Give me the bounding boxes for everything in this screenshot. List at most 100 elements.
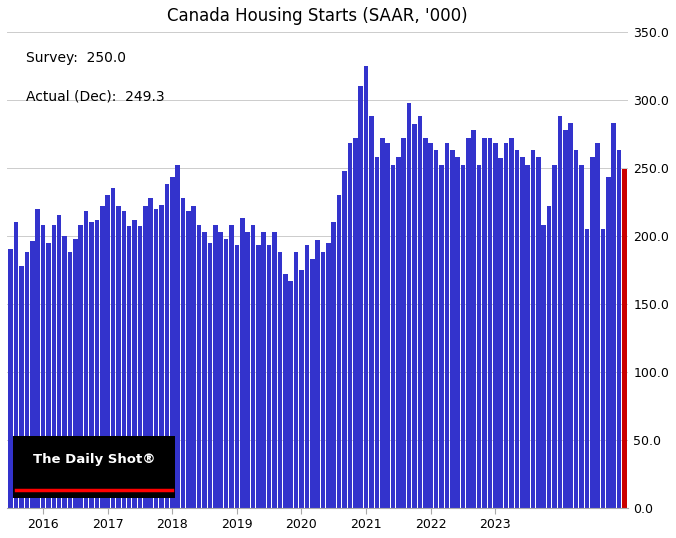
Bar [100, 206, 105, 508]
Bar [601, 229, 605, 508]
Bar [477, 165, 481, 508]
Bar [369, 116, 374, 508]
Bar [180, 198, 185, 508]
Bar [294, 252, 298, 508]
Bar [62, 236, 67, 508]
Bar [563, 130, 568, 508]
Bar [105, 195, 110, 508]
Bar [429, 144, 433, 508]
Bar [585, 229, 589, 508]
Bar [127, 226, 131, 508]
Bar [482, 138, 487, 508]
Bar [256, 245, 261, 508]
Bar [331, 222, 336, 508]
Bar [315, 240, 320, 508]
Bar [606, 178, 610, 508]
Bar [520, 157, 525, 508]
Bar [466, 138, 470, 508]
Bar [240, 218, 245, 508]
Bar [116, 206, 121, 508]
Bar [456, 157, 460, 508]
Bar [579, 165, 584, 508]
Bar [487, 138, 492, 508]
Bar [164, 184, 169, 508]
Bar [175, 165, 180, 508]
Bar [8, 250, 13, 508]
Bar [514, 150, 519, 508]
Bar [224, 238, 228, 508]
Bar [251, 225, 256, 508]
Bar [569, 123, 573, 508]
Bar [197, 225, 201, 508]
Bar [623, 169, 627, 508]
Bar [471, 130, 476, 508]
Bar [320, 252, 325, 508]
Bar [342, 171, 347, 508]
Bar [262, 232, 266, 508]
Bar [132, 220, 137, 508]
Bar [78, 225, 83, 508]
Bar [326, 243, 331, 508]
Bar [191, 206, 196, 508]
Bar [525, 165, 530, 508]
Bar [596, 144, 600, 508]
Bar [159, 204, 164, 508]
FancyBboxPatch shape [13, 436, 174, 498]
Bar [547, 206, 552, 508]
Bar [24, 252, 29, 508]
Bar [73, 238, 78, 508]
Bar [418, 116, 422, 508]
Bar [439, 165, 443, 508]
Bar [289, 281, 293, 508]
Bar [35, 209, 40, 508]
Bar [450, 150, 454, 508]
Bar [391, 165, 395, 508]
Bar [186, 211, 191, 508]
Bar [493, 144, 498, 508]
Bar [396, 157, 401, 508]
Bar [617, 150, 621, 508]
Bar [272, 232, 277, 508]
Text: The Daily Shot®: The Daily Shot® [32, 454, 155, 466]
Bar [208, 243, 212, 508]
Bar [445, 144, 449, 508]
Bar [461, 165, 465, 508]
Bar [213, 225, 218, 508]
Bar [30, 242, 34, 508]
Bar [14, 222, 18, 508]
Bar [57, 216, 62, 508]
Bar [51, 225, 56, 508]
Bar [434, 150, 438, 508]
Bar [375, 157, 379, 508]
Bar [267, 245, 272, 508]
Bar [305, 245, 309, 508]
Bar [19, 266, 24, 508]
Bar [364, 66, 368, 508]
Bar [509, 138, 514, 508]
Bar [143, 206, 147, 508]
Bar [385, 144, 390, 508]
Bar [202, 232, 207, 508]
Bar [412, 124, 417, 508]
Bar [552, 165, 557, 508]
Bar [89, 222, 94, 508]
Bar [337, 195, 341, 508]
Title: Canada Housing Starts (SAAR, '000): Canada Housing Starts (SAAR, '000) [168, 7, 468, 25]
Bar [111, 188, 116, 508]
Bar [498, 158, 503, 508]
Bar [358, 87, 363, 508]
Bar [558, 116, 562, 508]
Bar [531, 150, 535, 508]
Bar [380, 138, 385, 508]
Bar [46, 243, 51, 508]
Bar [245, 232, 250, 508]
Bar [612, 123, 616, 508]
Bar [41, 225, 45, 508]
Bar [574, 150, 579, 508]
Bar [229, 225, 234, 508]
Bar [590, 157, 594, 508]
Bar [407, 103, 412, 508]
Bar [122, 211, 126, 508]
Bar [84, 211, 89, 508]
Text: Survey:  250.0: Survey: 250.0 [26, 51, 126, 65]
